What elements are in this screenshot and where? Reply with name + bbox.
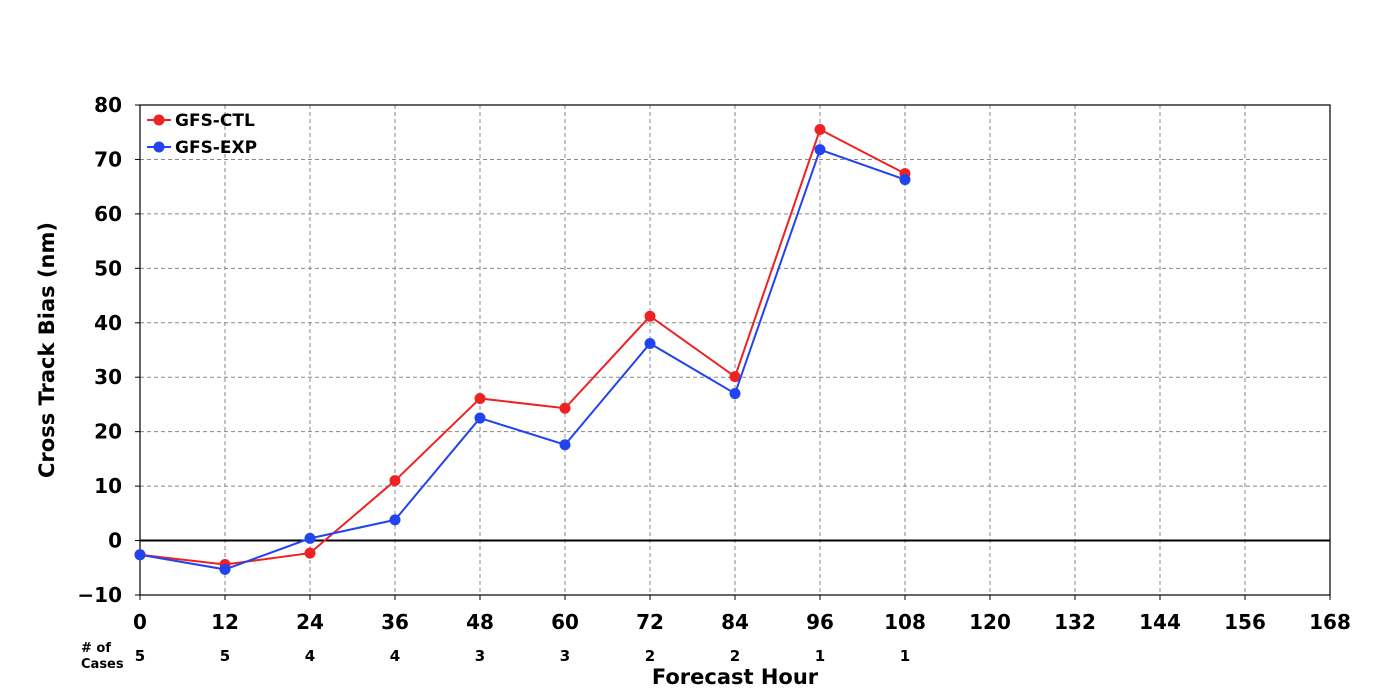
case-count-48: 3 — [475, 647, 485, 665]
case-count-96: 1 — [815, 647, 825, 665]
data-point-gfs-exp-36 — [389, 514, 401, 526]
x-tick-label-96: 96 — [806, 610, 834, 634]
data-point-gfs-ctl-96 — [814, 124, 826, 135]
series-line-gfs-ctl — [139, 128, 906, 566]
y-axis-label: Cross Track Bias (nm) — [35, 222, 59, 478]
series-gfs-exp — [134, 144, 911, 575]
case-count-24: 4 — [305, 647, 315, 665]
y-tick-label--10: −10 — [77, 583, 122, 607]
data-point-gfs-exp-72 — [644, 337, 656, 349]
case-count-84: 2 — [730, 647, 740, 665]
data-point-gfs-ctl-36 — [389, 475, 401, 487]
data-point-gfs-exp-60 — [559, 439, 571, 451]
data-point-gfs-ctl-60 — [559, 402, 571, 414]
y-tick-label-40: 40 — [94, 311, 122, 335]
y-tick-label-60: 60 — [94, 202, 122, 226]
series-line-gfs-exp — [139, 148, 906, 571]
data-point-gfs-ctl-24 — [304, 547, 316, 559]
x-tick-label-168: 168 — [1309, 610, 1351, 634]
y-tick-label-0: 0 — [108, 529, 122, 553]
legend-label-gfs-exp: GFS-EXP — [175, 138, 257, 158]
y-tick-label-30: 30 — [94, 365, 122, 389]
case-count-60: 3 — [560, 647, 570, 665]
legend-marker-gfs-exp — [153, 141, 165, 153]
cases-header-line-1: # of — [81, 641, 111, 656]
data-point-gfs-exp-12 — [219, 563, 231, 575]
data-point-gfs-exp-96 — [814, 144, 826, 156]
case-count-0: 5 — [135, 647, 145, 665]
x-axis-ticks: 0 12 24 36 48 60 72 84 96 108 120 132 144 156 168 — [133, 595, 1351, 634]
x-tick-label-144: 144 — [1139, 610, 1181, 634]
grid — [140, 105, 1330, 595]
x-tick-label-12: 12 — [211, 610, 239, 634]
data-point-gfs-exp-84 — [729, 388, 741, 400]
x-tick-label-72: 72 — [636, 610, 664, 634]
case-count-36: 4 — [390, 647, 400, 665]
x-tick-label-24: 24 — [296, 610, 324, 634]
case-count-108: 1 — [900, 647, 910, 665]
y-tick-label-50: 50 — [94, 256, 122, 280]
x-tick-label-156: 156 — [1224, 610, 1266, 634]
case-count-72: 2 — [645, 647, 655, 665]
data-point-gfs-exp-24 — [304, 532, 316, 544]
x-tick-label-0: 0 — [133, 610, 147, 634]
data-point-gfs-exp-0 — [134, 549, 146, 561]
y-axis-ticks: −10 0 10 20 30 40 50 60 70 80 — [77, 93, 140, 607]
case-count-12: 5 — [220, 647, 230, 665]
y-tick-label-20: 20 — [94, 420, 122, 444]
data-point-gfs-exp-48 — [474, 412, 486, 424]
x-axis-label: Forecast Hour — [652, 665, 819, 689]
data-point-gfs-exp-108 — [899, 174, 911, 186]
x-tick-label-48: 48 — [466, 610, 494, 634]
x-tick-label-120: 120 — [969, 610, 1011, 634]
data-point-gfs-ctl-72 — [644, 310, 656, 322]
series-gfs-ctl — [134, 124, 911, 571]
legend-label-gfs-ctl: GFS-CTL — [175, 111, 255, 131]
data-point-gfs-ctl-48 — [474, 392, 486, 404]
x-tick-label-108: 108 — [884, 610, 926, 634]
data-point-gfs-ctl-84 — [729, 371, 741, 383]
y-tick-label-10: 10 — [94, 474, 122, 498]
x-tick-label-36: 36 — [381, 610, 409, 634]
legend: GFS-CTL GFS-EXP — [147, 111, 257, 158]
x-tick-label-132: 132 — [1054, 610, 1096, 634]
x-tick-label-60: 60 — [551, 610, 579, 634]
legend-marker-gfs-ctl — [153, 114, 165, 126]
series-layer — [134, 124, 911, 575]
cases-header-line-2: Cases — [81, 657, 124, 672]
x-tick-label-84: 84 — [721, 610, 749, 634]
y-tick-label-70: 70 — [94, 147, 122, 171]
y-tick-label-80: 80 — [94, 93, 122, 117]
